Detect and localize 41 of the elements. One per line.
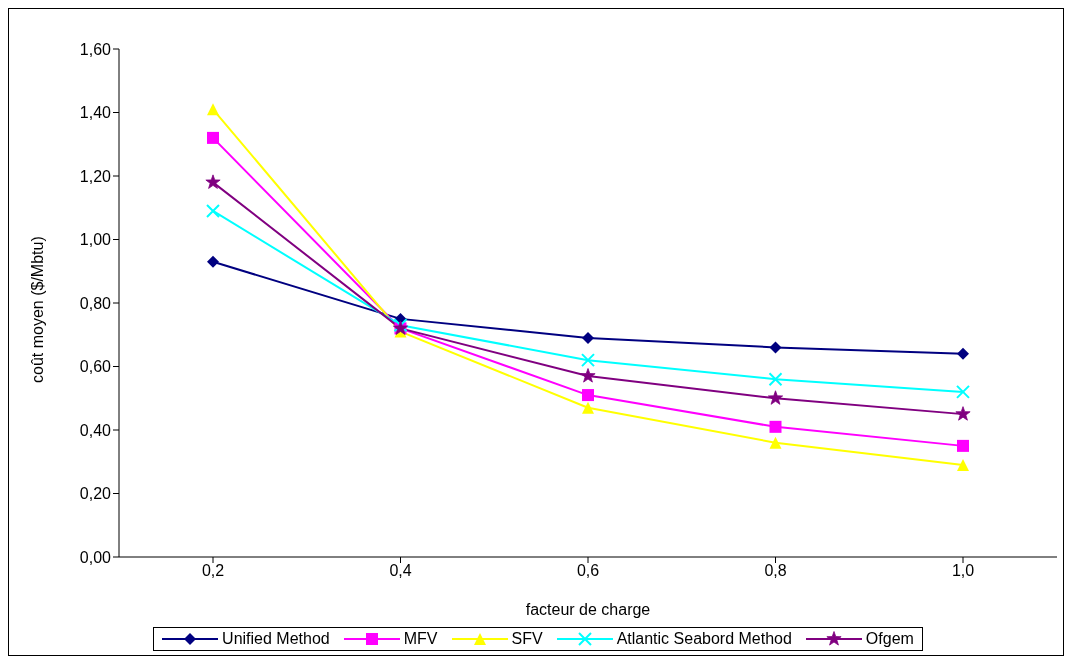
point (769, 420, 782, 433)
y-tick-label: 1,20 (79, 167, 112, 185)
legend-label: MFV (403, 630, 438, 648)
legend-label: SFV (511, 630, 543, 648)
point (582, 401, 594, 414)
y-axis-title: coût moyen ($/Mbtu) (28, 236, 46, 383)
y-tick-label: 1,00 (79, 231, 112, 249)
point (768, 372, 783, 387)
x-tick-label: 0,6 (576, 562, 600, 580)
point (207, 103, 219, 116)
point (205, 174, 221, 189)
y-tick-label: 1,60 (79, 40, 112, 58)
point (957, 458, 969, 471)
point (767, 390, 784, 405)
point (769, 341, 782, 354)
point (581, 353, 595, 368)
point (582, 389, 594, 402)
y-tick-label: 0,60 (79, 358, 112, 376)
x-tick-label: 0,2 (201, 562, 225, 580)
legend-label: Ofgem (865, 630, 914, 648)
point (955, 406, 971, 421)
legend-label: Unified Method (222, 630, 330, 648)
point (769, 436, 782, 449)
point (207, 255, 219, 268)
y-tick-label: 1,40 (79, 104, 112, 122)
x-axis-title: facteur de charge (525, 601, 651, 618)
point (957, 347, 969, 360)
y-tick-label: 0,20 (79, 485, 112, 503)
y-tick-label: 0,40 (79, 421, 112, 439)
point (206, 203, 220, 218)
point (207, 131, 219, 144)
point (582, 331, 594, 344)
x-tick-label: 0,4 (389, 562, 412, 580)
point (956, 384, 970, 399)
y-tick-label: 0,00 (79, 548, 112, 566)
point (957, 439, 969, 452)
legend-label: Atlantic Seabord Method (616, 630, 792, 648)
x-tick-label: 1,0 (951, 562, 975, 580)
y-tick-label: 0,80 (79, 294, 112, 312)
x-tick-label: 0,8 (764, 562, 787, 580)
point (580, 368, 596, 383)
